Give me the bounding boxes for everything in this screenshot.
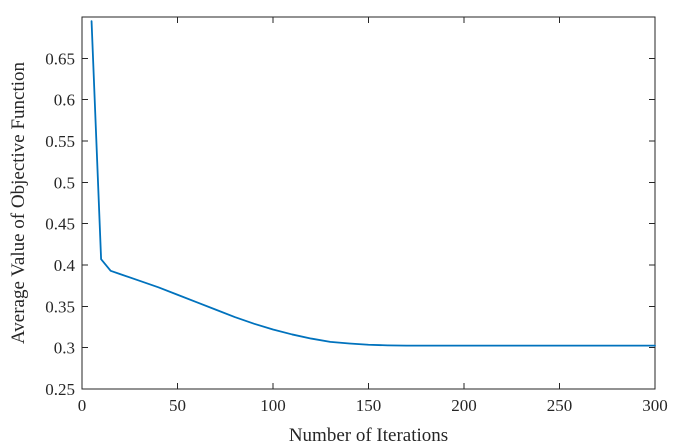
y-axis-title: Average Value of Objective Function: [8, 61, 29, 344]
y-tick-label: 0.4: [54, 256, 76, 275]
y-tick-label: 0.6: [54, 91, 75, 110]
y-tick-label: 0.55: [45, 132, 75, 151]
x-tick-label: 0: [78, 396, 87, 415]
plot-area: [81, 16, 656, 390]
x-axis-title: Number of Iterations: [289, 425, 448, 446]
x-tick-label: 50: [169, 396, 186, 415]
y-tick-label: 0.5: [54, 173, 75, 192]
x-tick-label: 300: [642, 396, 668, 415]
series-layer: [90, 20, 656, 347]
y-tick-label: 0.45: [45, 215, 75, 234]
x-tick-label: 200: [451, 396, 477, 415]
x-tick-label: 100: [260, 396, 286, 415]
y-tick-label: 0.3: [54, 339, 75, 358]
series-line: [90, 20, 656, 347]
x-tick-label: 150: [356, 396, 382, 415]
x-tick-label: 250: [547, 396, 573, 415]
axes-box: [81, 16, 656, 390]
y-tick-label: 0.25: [45, 380, 75, 399]
y-tick-label: 0.35: [45, 297, 75, 316]
y-tick-label: 0.65: [45, 49, 75, 68]
ticks-layer: 0 50 100 150 200 250 300 0.25 0.3 0.35 0.4 0.45 0.5 0…: [45, 17, 668, 415]
